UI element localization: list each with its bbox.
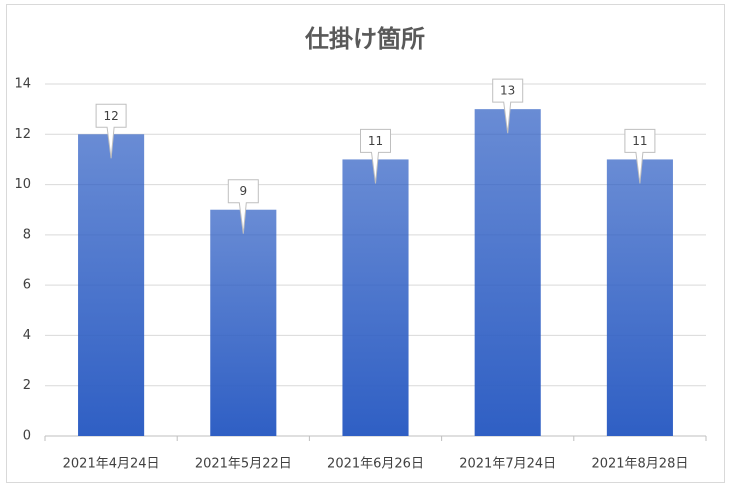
callout <box>227 179 259 234</box>
y-tick-label: 14 <box>14 77 31 92</box>
y-tick-label: 6 <box>23 278 31 293</box>
callout <box>624 128 656 184</box>
data-label: 9 <box>239 184 247 198</box>
data-label: 11 <box>368 134 383 148</box>
data-label: 12 <box>103 109 118 123</box>
bar <box>210 209 277 436</box>
bar <box>606 159 673 436</box>
y-tick-label: 2 <box>23 378 31 393</box>
x-tick-label: 2021年8月28日 <box>591 457 688 472</box>
y-tick-label: 8 <box>23 227 31 242</box>
data-label: 11 <box>632 134 647 148</box>
bar <box>78 134 145 437</box>
y-tick-label: 10 <box>14 177 31 192</box>
bar <box>342 159 409 436</box>
x-tick-label: 2021年7月24日 <box>459 457 556 472</box>
callout <box>492 78 524 134</box>
bar <box>474 109 541 437</box>
y-tick-label: 0 <box>23 429 31 444</box>
x-tick-label: 2021年5月22日 <box>195 457 292 472</box>
callout <box>95 103 127 159</box>
x-tick-label: 2021年6月26日 <box>327 457 424 472</box>
y-tick-label: 4 <box>23 328 31 343</box>
chart-title: 仕掛け箇所 <box>304 25 425 53</box>
callout <box>360 128 391 184</box>
y-tick-label: 12 <box>14 127 31 142</box>
data-label: 13 <box>500 84 515 98</box>
x-tick-label: 2021年4月24日 <box>63 457 160 472</box>
